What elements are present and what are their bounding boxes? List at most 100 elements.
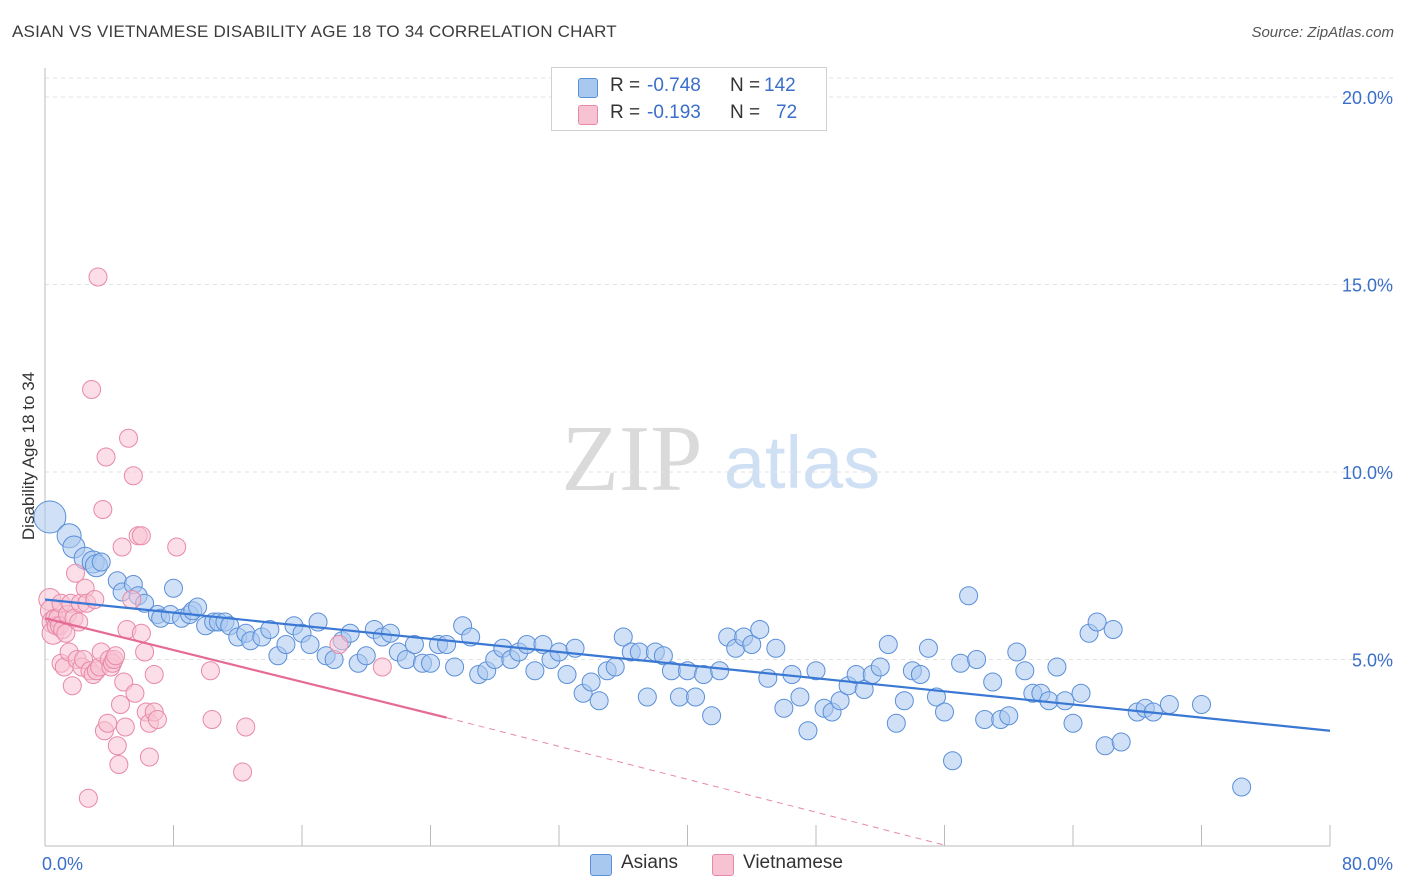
asians-point <box>517 635 537 654</box>
asians-point <box>975 710 995 729</box>
tick-labels: 5.0% 10.0% 15.0% 20.0% 0.0% 80.0% <box>42 88 1393 874</box>
y-tick-label: 20.0% <box>1342 88 1393 108</box>
asians-point <box>164 578 183 598</box>
asians-point <box>300 635 320 654</box>
vietnamese-point <box>372 657 392 677</box>
asians-point <box>1007 642 1027 662</box>
vietnamese-swatch <box>578 105 598 125</box>
asians-point <box>557 665 577 684</box>
asians-point <box>91 552 111 572</box>
data-points <box>33 267 1252 808</box>
vietnamese-legend-label: Vietnamese <box>743 852 843 873</box>
asians-point <box>1063 713 1083 733</box>
asians-point <box>188 597 208 617</box>
asians-point <box>653 646 673 666</box>
asians-point <box>276 635 296 654</box>
asians-point <box>1103 620 1123 639</box>
asians-point <box>926 687 946 707</box>
watermark-zip: ZIP <box>562 407 703 511</box>
vietnamese-point <box>122 590 142 609</box>
asians-point <box>894 691 914 711</box>
asians-point <box>356 646 376 666</box>
asians-point <box>870 657 890 677</box>
vietnamese-point <box>62 676 82 696</box>
vietnamese-point <box>167 537 187 557</box>
vietnamese-point <box>123 466 143 486</box>
asians-point <box>421 653 440 673</box>
y-axis-label: Disability Age 18 to 34 <box>19 372 38 540</box>
asians-point <box>854 680 874 699</box>
x-tick-label: 80.0% <box>1342 854 1393 874</box>
asians-point <box>910 665 930 684</box>
asians-point <box>702 706 722 726</box>
asians-legend-swatch <box>590 854 612 876</box>
asians-point <box>33 500 67 534</box>
y-tick-label: 5.0% <box>1352 651 1393 671</box>
asians-point <box>445 657 465 677</box>
vietnamese-point <box>78 788 98 808</box>
asians-point <box>613 627 633 647</box>
asians-point <box>1232 777 1252 797</box>
asians-r-value: -0.748 <box>647 75 701 96</box>
asians-point <box>943 751 963 771</box>
vietnamese-point <box>119 428 139 448</box>
asians-point <box>1015 661 1035 681</box>
asians-point <box>637 687 657 707</box>
vietnamese-point <box>202 710 222 729</box>
asians-point <box>951 653 971 673</box>
asians-point <box>1192 695 1211 714</box>
asians-point <box>1095 736 1115 756</box>
asians-swatch <box>578 78 598 98</box>
vietnamese-point <box>106 646 126 666</box>
asians-point <box>918 638 938 658</box>
asians-point <box>967 650 987 669</box>
vietnamese-point <box>114 672 134 692</box>
vietnamese-point <box>109 755 129 774</box>
asians-point <box>340 623 360 643</box>
legend-row-asians: R = -0.748 N = 142 <box>552 74 826 100</box>
y-tick-label: 15.0% <box>1342 276 1393 296</box>
vietnamese-point <box>96 447 116 467</box>
asians-point <box>260 620 280 639</box>
asians-point <box>983 672 1003 692</box>
vietnamese-point <box>66 563 86 583</box>
asians-n-value: 142 <box>764 75 796 96</box>
n-label: N = <box>730 75 761 96</box>
asians-point <box>766 638 786 658</box>
legend-row-vietnamese: R = -0.193 N = 72 <box>552 101 826 127</box>
asians-point <box>404 635 424 654</box>
asians-point <box>742 635 762 654</box>
asians-point <box>437 635 457 654</box>
vietnamese-point <box>112 537 132 557</box>
asians-point <box>669 687 689 707</box>
vietnamese-point <box>82 380 102 399</box>
vietnamese-point <box>236 717 256 737</box>
vietnamese-r-value: -0.193 <box>647 102 701 123</box>
asians-point <box>750 620 770 639</box>
asians-point <box>581 672 601 692</box>
asians-point <box>686 687 706 707</box>
vietnamese-point <box>98 713 118 733</box>
asians-point <box>774 698 794 718</box>
vietnamese-n-value: 72 <box>776 102 798 123</box>
asians-point <box>886 713 906 733</box>
asians-point <box>830 691 850 711</box>
asians-point <box>935 702 954 722</box>
asians-point <box>878 635 898 654</box>
vietnamese-point <box>147 710 167 729</box>
vietnamese-point <box>135 642 155 662</box>
r-label: R = <box>610 102 641 123</box>
source-label: Source: ZipAtlas.com <box>1251 24 1394 41</box>
asians-trend-line <box>44 598 1331 732</box>
asians-point <box>525 661 545 681</box>
vietnamese-point <box>115 717 135 737</box>
x-tick-label: 0.0% <box>42 854 83 874</box>
asians-point <box>710 661 730 681</box>
vietnamese-point <box>93 500 113 519</box>
correlation-legend: R = -0.748 N = 142 R = -0.193 N = 72 <box>551 67 827 131</box>
asians-point <box>605 657 625 677</box>
vietnamese-point <box>200 661 220 681</box>
vietnamese-point <box>233 762 253 782</box>
vietnamese-point <box>144 665 164 684</box>
